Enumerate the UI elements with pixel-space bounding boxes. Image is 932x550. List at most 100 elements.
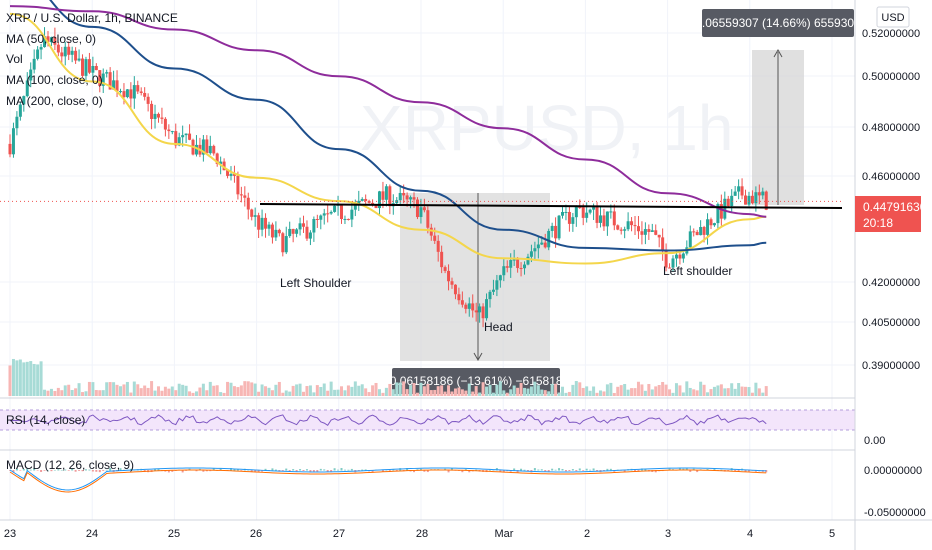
y-tick-6: 0.39000000 [862, 360, 920, 372]
candle-body [436, 240, 440, 252]
volume-bar [491, 392, 495, 396]
candle-body [226, 170, 230, 176]
candle-body [284, 236, 288, 253]
macd-hist-bar [561, 468, 564, 471]
candle-body [554, 225, 558, 239]
candle-body [357, 200, 361, 204]
indicator-ma50[interactable]: MA (50, close, 0) [6, 32, 96, 46]
volume-bar [136, 384, 140, 396]
volume-bar [526, 388, 530, 396]
volume-bar [201, 383, 205, 396]
indicator-ma100[interactable]: MA (100, close, 0) [6, 73, 103, 87]
volume-bar [495, 384, 499, 396]
price-axis[interactable]: USD 0.52000000 0.50000000 0.48000000 0.4… [854, 0, 927, 550]
candle-body [481, 306, 485, 319]
candle-body [750, 195, 754, 204]
macd-pane[interactable]: MACD (12, 26, close, 9) 0.00000000 -0.05… [0, 449, 926, 519]
volume-bar [274, 384, 278, 396]
candle-body [70, 50, 74, 55]
volume-bar [443, 391, 447, 396]
volume-bar [478, 392, 482, 396]
macd-hist-bar [312, 470, 315, 472]
volume-bar [281, 392, 285, 396]
volume-bar [429, 390, 433, 396]
volume-bar [585, 386, 589, 396]
time-axis[interactable]: 23 24 25 26 27 28 Mar 2 3 4 5 [0, 519, 932, 540]
candle-body [298, 223, 302, 230]
volume-bar [685, 381, 689, 396]
volume-bar [229, 382, 233, 396]
candle-body [761, 191, 765, 196]
x-label-10: 5 [829, 528, 835, 540]
rsi-pane[interactable]: RSI (14, close) 0.00 [0, 397, 885, 447]
volume-bar [474, 386, 478, 396]
candle-body [346, 218, 350, 220]
candle-body [129, 89, 133, 99]
candle-body [681, 253, 685, 259]
volume-bar [571, 384, 575, 396]
macd-hist-bar [36, 470, 39, 471]
currency-button[interactable] [876, 6, 910, 28]
signal-line [9, 469, 767, 493]
volume-bar [609, 382, 613, 396]
candle-body [291, 228, 295, 234]
candle-body [498, 275, 502, 281]
volume-bar [184, 385, 188, 396]
volume-bar [533, 381, 537, 396]
volume-bar [654, 386, 658, 396]
indicator-vol[interactable]: Vol [6, 52, 23, 66]
macd-hist-bar [609, 468, 612, 471]
candle-body [723, 198, 727, 219]
volume-bar [236, 387, 240, 396]
volume-bar [733, 388, 737, 396]
macd-hist-bar [33, 468, 36, 471]
macd-hist-bar [319, 468, 322, 471]
x-label-5: 28 [416, 528, 428, 540]
candle-body [163, 118, 167, 130]
candle-body [460, 300, 464, 305]
volume-bar [412, 383, 416, 396]
candle-body [246, 197, 250, 210]
neckline[interactable] [259, 203, 843, 209]
measure-up-tool[interactable]: 0.06559307 (14.66%) 6559307 [695, 9, 861, 205]
macd-hist-bar [554, 469, 557, 471]
volume-bar [377, 389, 381, 396]
candle-body [699, 227, 703, 236]
macd-hist-bar [568, 470, 571, 471]
volume-bar [674, 383, 678, 396]
macd-hist-bar [451, 468, 454, 471]
candle-body [450, 281, 454, 285]
candle-body [616, 225, 620, 230]
macd-hist-bar [526, 470, 529, 472]
macd-hist-bar [195, 470, 198, 472]
volume-bar [419, 382, 423, 396]
volume-bar [119, 386, 123, 396]
volume-bar [747, 387, 751, 396]
candle-body [277, 229, 281, 234]
macd-hist-bar [350, 468, 353, 471]
x-label-0: 23 [4, 528, 16, 540]
volume-bar [657, 384, 661, 396]
volume-bar [194, 391, 198, 396]
macd-hist-bar [388, 470, 391, 471]
candle-body [184, 133, 188, 136]
measure-down-box [400, 193, 550, 361]
macd-hist-bar [668, 468, 671, 471]
candle-body [350, 209, 354, 220]
candle-body [119, 91, 123, 93]
candle-body [105, 72, 109, 74]
grid [0, 0, 855, 520]
indicator-ma200[interactable]: MA (200, close, 0) [6, 94, 103, 108]
volume-bar [181, 384, 185, 396]
volume-bar [43, 389, 47, 396]
candle-body [101, 73, 105, 86]
volume-bar [174, 390, 178, 396]
volume-bar [605, 384, 609, 396]
candle-body [208, 145, 212, 154]
volume-bar [719, 384, 723, 396]
volume-bar [125, 381, 129, 396]
macd-hist-bar [596, 470, 599, 472]
candle-body [319, 215, 323, 220]
x-label-6: Mar [495, 528, 514, 540]
